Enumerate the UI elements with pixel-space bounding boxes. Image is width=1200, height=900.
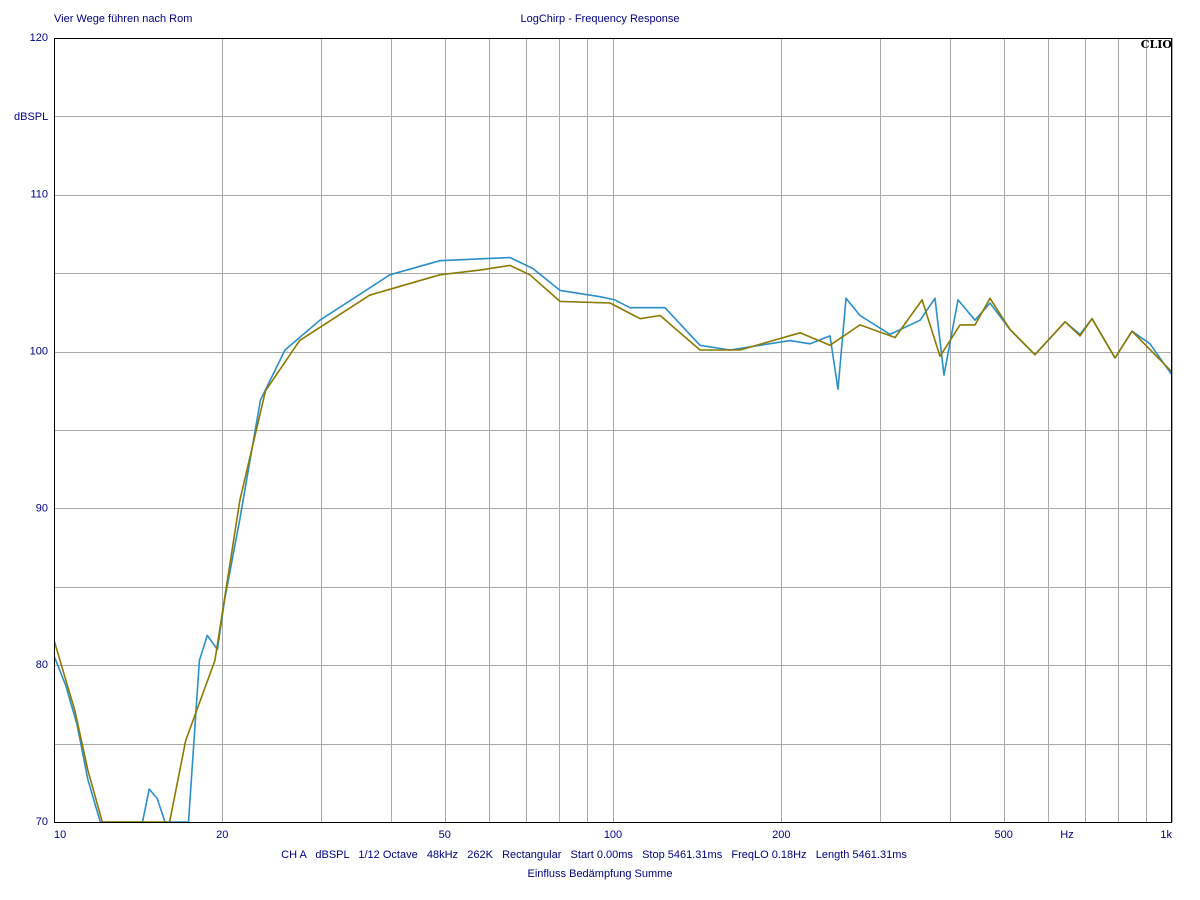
caption: Einfluss Bedämpfung Summe	[528, 868, 673, 880]
y-tick-label: 120	[30, 32, 48, 44]
x-tick-label: 100	[604, 829, 622, 841]
y-tick-label: 100	[30, 346, 48, 358]
x-tick-label: 20	[216, 829, 228, 841]
y-tick-label: 90	[36, 502, 48, 514]
y-tick-label: 110	[30, 189, 48, 201]
y-tick-label: 70	[36, 816, 48, 828]
plot-area	[54, 256, 1172, 822]
chart-title: LogChirp - Frequency Response	[521, 13, 680, 25]
brand: CLIO	[1141, 38, 1173, 51]
subtitle: Vier Wege führen nach Rom	[54, 13, 192, 25]
response-curve	[54, 256, 1172, 822]
grid	[54, 38, 1173, 823]
x-axis-label: Hz	[1060, 829, 1073, 841]
x-tick-label: 50	[439, 829, 451, 841]
footer-info: CH A dBSPL 1/12 Octave 48kHz 262K Rectan…	[281, 849, 907, 861]
plot-frame	[54, 38, 1172, 823]
y-tick-label: 80	[36, 659, 48, 671]
x-tick-label: 500	[995, 829, 1013, 841]
x-tick-label: 10	[54, 829, 66, 841]
x-tick-label: 1k	[1160, 829, 1172, 841]
response-curve	[54, 264, 1172, 822]
y-axis-label: dBSPL	[14, 111, 48, 123]
x-tick-label: 200	[772, 829, 790, 841]
